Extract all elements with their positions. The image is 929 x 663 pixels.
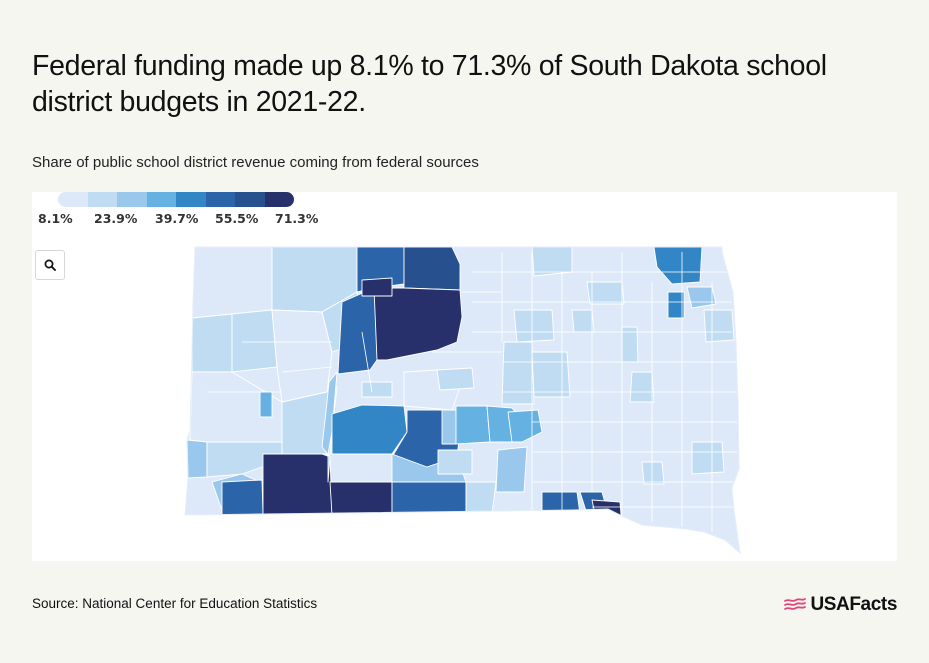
district	[501, 341, 535, 405]
district	[691, 441, 725, 475]
district	[686, 286, 717, 309]
district	[391, 481, 467, 516]
legend-swatch	[58, 192, 88, 207]
district	[259, 391, 273, 418]
district	[653, 247, 703, 285]
district	[571, 309, 595, 333]
district	[437, 449, 473, 475]
legend-labels: 8.1% 23.9% 39.7% 55.5% 71.3%	[32, 211, 332, 227]
district	[703, 309, 735, 343]
district	[586, 281, 625, 305]
district	[465, 481, 497, 515]
legend-swatch	[176, 192, 206, 207]
district	[641, 461, 665, 485]
legend-label: 71.3%	[275, 211, 319, 226]
magnifier-icon	[44, 259, 56, 271]
legend-swatch	[87, 192, 117, 207]
legend-swatch	[117, 192, 147, 207]
map-panel: 8.1% 23.9% 39.7% 55.5% 71.3%	[32, 192, 897, 561]
district	[629, 371, 655, 403]
district	[455, 405, 491, 445]
district	[186, 439, 208, 479]
flag-icon	[784, 598, 807, 610]
chart-title: Federal funding made up 8.1% to 71.3% of…	[32, 50, 827, 118]
legend-label: 39.7%	[155, 211, 199, 226]
color-legend: 8.1% 23.9% 39.7% 55.5% 71.3%	[32, 192, 332, 232]
district	[331, 404, 408, 455]
legend-label: 55.5%	[215, 211, 259, 226]
district	[667, 291, 685, 319]
district-boundaries	[207, 252, 737, 532]
chart-subtitle: Share of public school district revenue …	[32, 154, 479, 171]
district	[495, 446, 528, 493]
district	[191, 313, 233, 373]
district	[221, 479, 264, 516]
district	[271, 309, 333, 403]
district	[231, 309, 278, 373]
legend-label: 23.9%	[94, 211, 138, 226]
district	[441, 409, 457, 445]
district	[373, 287, 463, 361]
district	[262, 453, 333, 515]
south-dakota-district-map[interactable]	[32, 192, 897, 561]
zoom-button[interactable]	[35, 250, 65, 280]
district	[361, 277, 393, 297]
legend-label: 8.1%	[38, 211, 73, 226]
district	[321, 371, 338, 483]
usafacts-logo[interactable]: USAFacts	[783, 594, 897, 616]
district	[329, 481, 393, 516]
district	[191, 247, 273, 319]
district	[513, 309, 555, 343]
brand-name: USAFacts	[810, 594, 897, 615]
district	[361, 381, 393, 398]
source-note: Source: National Center for Education St…	[32, 596, 318, 611]
district	[531, 351, 571, 398]
district	[436, 367, 475, 391]
legend-swatch	[235, 192, 265, 207]
district	[403, 247, 461, 291]
district	[337, 287, 378, 375]
legend-swatch	[146, 192, 176, 207]
legend-swatch	[205, 192, 235, 207]
legend-swatch	[264, 192, 294, 207]
legend-color-bar	[58, 192, 294, 207]
